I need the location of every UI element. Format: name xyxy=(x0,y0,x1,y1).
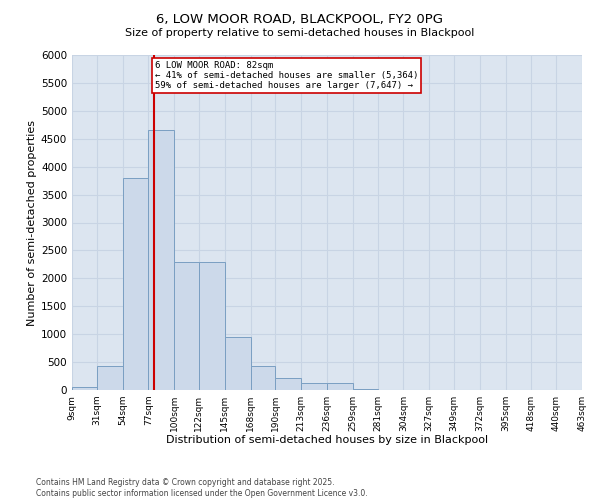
Bar xyxy=(122,178,148,390)
Bar xyxy=(251,366,275,390)
Text: Contains HM Land Registry data © Crown copyright and database right 2025.
Contai: Contains HM Land Registry data © Crown c… xyxy=(36,478,368,498)
Bar xyxy=(327,384,353,390)
Bar xyxy=(199,262,225,390)
Bar xyxy=(148,130,174,390)
Text: 6, LOW MOOR ROAD, BLACKPOOL, FY2 0PG: 6, LOW MOOR ROAD, BLACKPOOL, FY2 0PG xyxy=(157,12,443,26)
Text: Size of property relative to semi-detached houses in Blackpool: Size of property relative to semi-detach… xyxy=(125,28,475,38)
Bar xyxy=(174,262,199,390)
Bar xyxy=(72,387,97,390)
Bar xyxy=(225,337,251,390)
Y-axis label: Number of semi-detached properties: Number of semi-detached properties xyxy=(27,120,37,326)
Bar xyxy=(275,378,301,390)
Bar xyxy=(353,389,377,390)
X-axis label: Distribution of semi-detached houses by size in Blackpool: Distribution of semi-detached houses by … xyxy=(166,436,488,446)
Bar xyxy=(301,382,327,390)
Bar xyxy=(97,366,122,390)
Text: 6 LOW MOOR ROAD: 82sqm
← 41% of semi-detached houses are smaller (5,364)
59% of : 6 LOW MOOR ROAD: 82sqm ← 41% of semi-det… xyxy=(155,60,419,90)
